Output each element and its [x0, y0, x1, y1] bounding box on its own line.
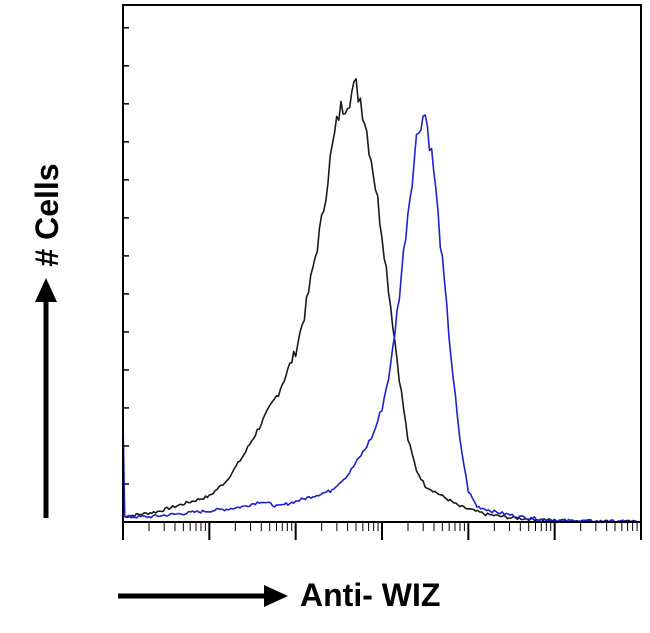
y-axis-arrow-head	[35, 278, 57, 302]
series-layer	[122, 78, 641, 523]
anti-wiz-histogram-line	[122, 114, 641, 523]
x-axis-label: Anti- WIZ	[300, 577, 440, 613]
y-axis-label: # Cells	[29, 163, 65, 266]
x-axis-arrow-head	[264, 585, 288, 607]
control-histogram-line	[122, 78, 641, 523]
plot-frame	[122, 4, 642, 523]
x-axis-ticks	[122, 522, 642, 540]
